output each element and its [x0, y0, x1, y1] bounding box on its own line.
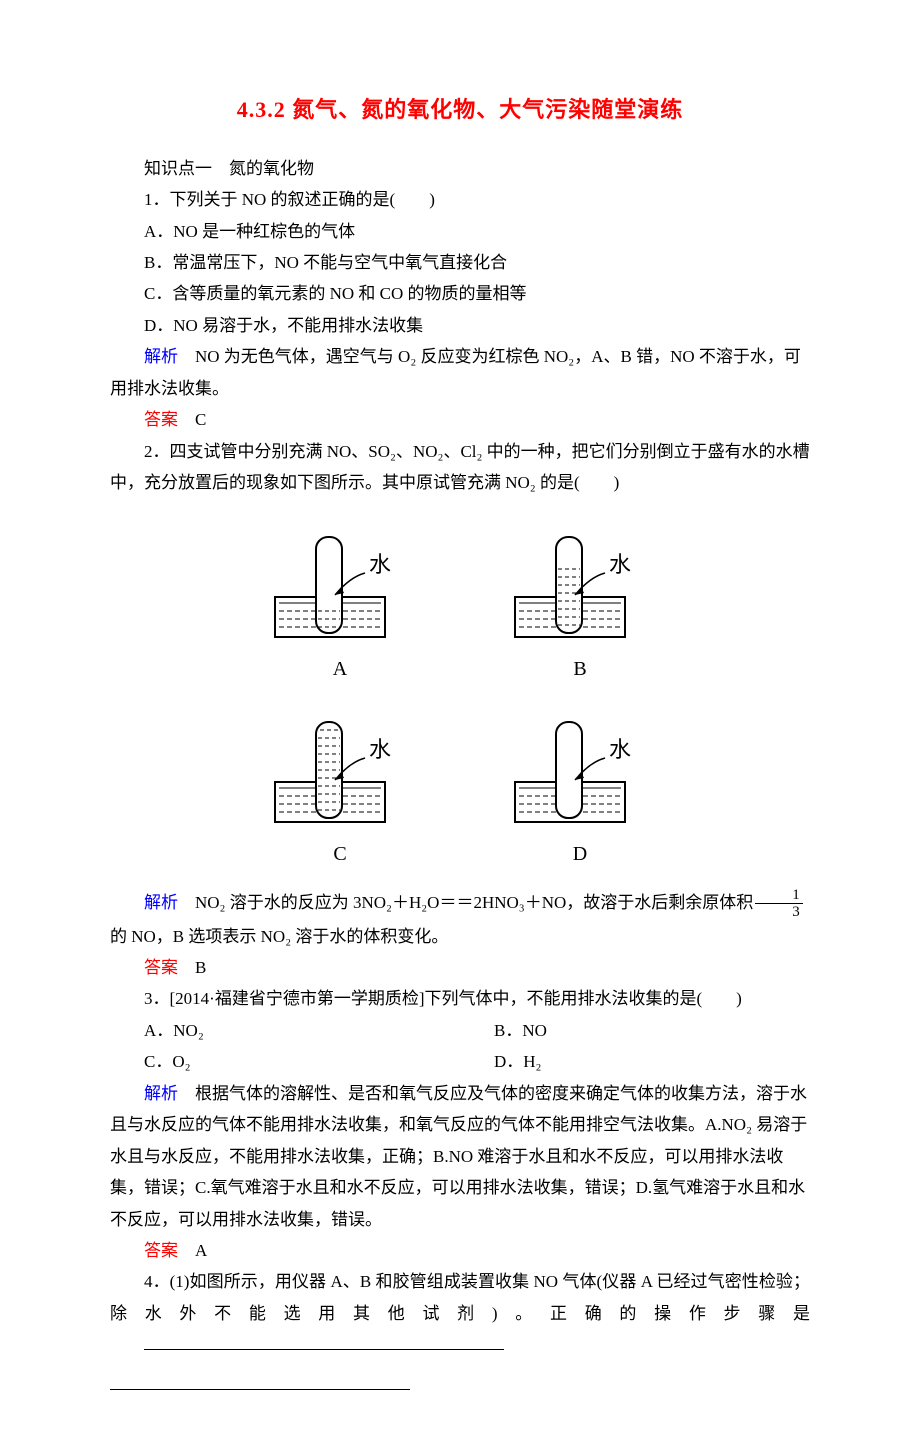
q2-figure-grid: 水 A: [110, 517, 810, 873]
q2-ana-pre: NO₂ 溶于水的反应为 3NO₂＋H₂O＝＝2HNO₃＋NO，故溶于水后剩余原体…: [178, 893, 753, 912]
answer-label: 答案: [144, 1241, 178, 1260]
q4-stem: 4．(1)如图所示，用仪器 A、B 和胶管组成装置收集 NO 气体(仪器 A 已…: [110, 1266, 810, 1329]
diagram-tube-c: 水: [265, 702, 415, 832]
q3-opt-d: D．H₂: [460, 1046, 810, 1077]
q4-blank-line: [110, 1329, 810, 1360]
figure-row-bottom: 水 C 水: [265, 702, 655, 873]
q3-row2: C．O₂ D．H₂: [110, 1046, 810, 1077]
q3-opt-a: A．NO₂: [110, 1015, 460, 1046]
q3-analysis-text: 根据气体的溶解性、是否和氧气反应及气体的密度来确定气体的收集方法，溶于水且与水反…: [110, 1084, 807, 1229]
figure-cell-c: 水 C: [265, 702, 415, 873]
figure-row-top: 水 A: [265, 517, 655, 688]
analysis-label: 解析: [144, 347, 178, 366]
q3-opt-b: B．NO: [460, 1015, 810, 1046]
q2-stem: 2．四支试管中分别充满 NO、SO₂、NO₂、Cl₂ 中的一种，把它们分别倒立于…: [110, 436, 810, 499]
figure-label-b: B: [573, 651, 586, 688]
footnote-divider: [110, 1389, 410, 1390]
answer-label: 答案: [144, 958, 178, 977]
q4-stem-text: 4．(1)如图所示，用仪器 A、B 和胶管组成装置收集 NO 气体(仪器 A 已…: [110, 1272, 810, 1322]
water-label: 水: [369, 552, 391, 577]
q1-opt-a: A．NO 是一种红棕色的气体: [110, 216, 810, 247]
fraction-one-third: 13: [755, 887, 803, 921]
figure-label-c: C: [333, 836, 346, 873]
analysis-label: 解析: [144, 1084, 178, 1103]
svg-text:水: 水: [369, 737, 391, 762]
svg-text:水: 水: [609, 552, 631, 577]
figure-label-d: D: [573, 836, 587, 873]
figure-cell-d: 水 D: [505, 702, 655, 873]
q1-analysis-text: NO 为无色气体，遇空气与 O₂ 反应变为红棕色 NO₂，A、B 错，NO 不溶…: [110, 347, 801, 397]
figure-cell-b: 水 B: [505, 517, 655, 688]
q2-answer: 答案 B: [110, 952, 810, 983]
page-title: 4.3.2 氮气、氮的氧化物、大气污染随堂演练: [110, 90, 810, 131]
q1-opt-c: C．含等质量的氧元素的 NO 和 CO 的物质的量相等: [110, 278, 810, 309]
q3-stem: 3．[2014·福建省宁德市第一学期质检]下列气体中，不能用排水法收集的是( ): [110, 983, 810, 1014]
figure-cell-a: 水 A: [265, 517, 415, 688]
q3-row1: A．NO₂ B．NO: [110, 1015, 810, 1046]
answer-label: 答案: [144, 410, 178, 429]
svg-text:水: 水: [609, 737, 631, 762]
q3-analysis: 解析 根据气体的溶解性、是否和氧气反应及气体的密度来确定气体的收集方法，溶于水且…: [110, 1078, 810, 1235]
analysis-label: 解析: [144, 893, 178, 912]
q1-answer-text: C: [178, 410, 206, 429]
diagram-tube-d: 水: [505, 702, 655, 832]
q2-analysis: 解析 NO₂ 溶于水的反应为 3NO₂＋H₂O＝＝2HNO₃＋NO，故溶于水后剩…: [110, 887, 810, 953]
figure-label-a: A: [333, 651, 347, 688]
q1-stem: 1．下列关于 NO 的叙述正确的是( ): [110, 184, 810, 215]
q2-ana-post: 的 NO，B 选项表示 NO₂ 溶于水的体积变化。: [110, 927, 448, 946]
q1-answer: 答案 C: [110, 404, 810, 435]
q3-answer-text: A: [178, 1241, 207, 1260]
q1-analysis: 解析 NO 为无色气体，遇空气与 O₂ 反应变为红棕色 NO₂，A、B 错，NO…: [110, 341, 810, 404]
knowledge-point-heading: 知识点一 氮的氧化物: [110, 153, 810, 184]
q2-answer-text: B: [178, 958, 206, 977]
q3-opt-c: C．O₂: [110, 1046, 460, 1077]
q1-opt-d: D．NO 易溶于水，不能用排水法收集: [110, 310, 810, 341]
page: 4.3.2 氮气、氮的氧化物、大气污染随堂演练 知识点一 氮的氧化物 1．下列关…: [0, 0, 920, 1438]
q3-answer: 答案 A: [110, 1235, 810, 1266]
diagram-tube-a: 水: [265, 517, 415, 647]
answer-blank-underline: [144, 1331, 504, 1351]
q1-opt-b: B．常温常压下，NO 不能与空气中氧气直接化合: [110, 247, 810, 278]
diagram-tube-b: 水: [505, 517, 655, 647]
